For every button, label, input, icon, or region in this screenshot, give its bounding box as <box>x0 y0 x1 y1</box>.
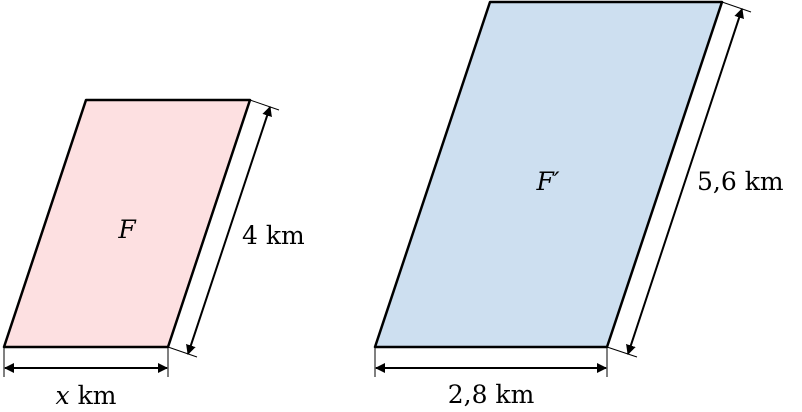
label-base-f: x km <box>56 381 117 410</box>
label-side-f-prime: 5,6 km <box>697 167 784 196</box>
label-f: F <box>117 215 137 244</box>
dimension-arrow-side-f <box>186 106 272 355</box>
label-f-prime: F′ <box>535 167 559 196</box>
label-side-f: 4 km <box>242 221 305 250</box>
extension-line <box>721 1 752 13</box>
label-base-f-prime: 2,8 km <box>448 380 535 409</box>
extension-line <box>249 99 280 111</box>
dimension-arrow-side-f-prime <box>626 8 744 355</box>
extension-line <box>606 346 638 358</box>
extension-line <box>167 346 198 358</box>
